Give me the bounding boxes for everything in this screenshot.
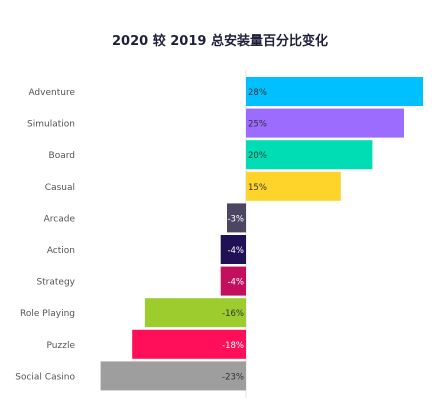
bar-casual [246, 171, 341, 201]
category-label: Social Casino [15, 372, 75, 382]
value-label: 20% [248, 151, 267, 161]
category-label: Adventure [28, 88, 75, 98]
bar-arcade [227, 203, 246, 233]
category-label: Simulation [27, 120, 75, 130]
bar-social-casino [100, 361, 246, 391]
category-label: Puzzle [47, 341, 76, 351]
category-label: Role Playing [20, 309, 75, 319]
category-label: Strategy [36, 278, 75, 288]
value-label: -4% [227, 246, 244, 256]
bar-action [220, 235, 246, 264]
category-label: Casual [45, 183, 75, 193]
bar-role-playing [144, 298, 246, 328]
bar-strategy [220, 266, 246, 296]
value-label: 25% [248, 120, 267, 130]
category-label: Action [47, 246, 75, 256]
bar-board [246, 140, 373, 170]
bar-adventure [246, 77, 423, 106]
bar-simulation [246, 108, 404, 138]
value-label: 15% [248, 183, 267, 193]
value-label: -4% [227, 278, 244, 288]
value-label: -18% [222, 341, 244, 351]
value-label: -3% [227, 214, 244, 224]
bar-puzzle [132, 329, 246, 359]
chart-title: 2020 较 2019 总安装量百分比变化 [112, 34, 328, 49]
category-label: Board [49, 151, 75, 161]
value-label: -23% [222, 372, 244, 382]
value-label: -16% [222, 309, 244, 319]
value-label: 28% [248, 88, 267, 98]
category-label: Arcade [44, 214, 76, 224]
